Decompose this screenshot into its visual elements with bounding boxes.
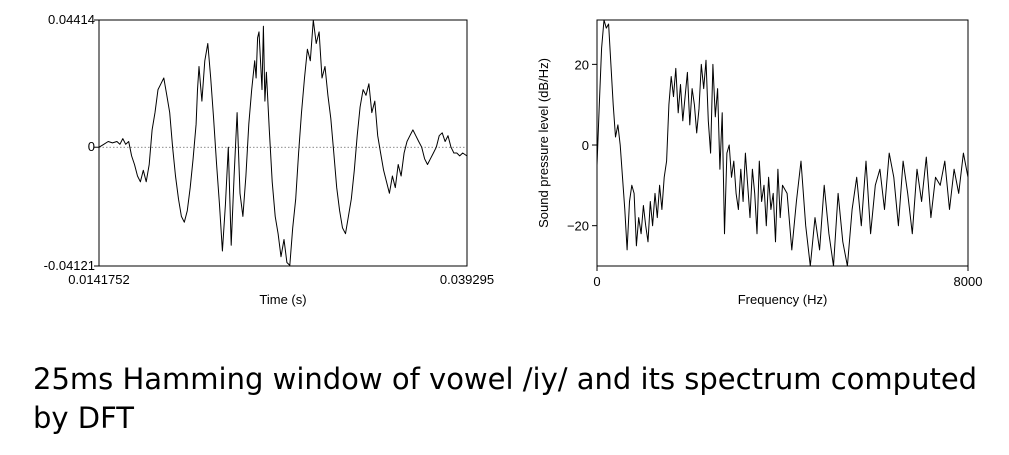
y-tick-label: 0 [88, 139, 95, 154]
x-tick-label: 0.039295 [440, 272, 494, 287]
waveform-line [98, 19, 468, 266]
y-tick-label: 0 [582, 138, 589, 153]
plot-frame [596, 19, 969, 267]
y-axis-label: Sound pressure level (dB/Hz) [536, 58, 551, 228]
y-tick-label: -0.04121 [44, 258, 95, 273]
plot-frame [98, 19, 468, 267]
x-tick-label: 0.0141752 [68, 272, 129, 287]
figure-caption: 25ms Hamming window of vowel /iy/ and it… [33, 362, 978, 435]
y-tick-label: 0.04414 [48, 12, 95, 27]
x-axis-label: Frequency (Hz) [738, 292, 828, 307]
x-tick-label: 0 [593, 274, 600, 289]
y-tick-label: −20 [567, 219, 589, 234]
x-tick-label: 8000 [954, 274, 983, 289]
spectrum-chart: 20 0 −20 0 8000 Frequency (Hz) Sound pressure … [536, 19, 983, 307]
x-axis-label: Time (s) [259, 292, 306, 307]
y-tick-label: 20 [575, 57, 589, 72]
spectrum-line [597, 20, 968, 266]
